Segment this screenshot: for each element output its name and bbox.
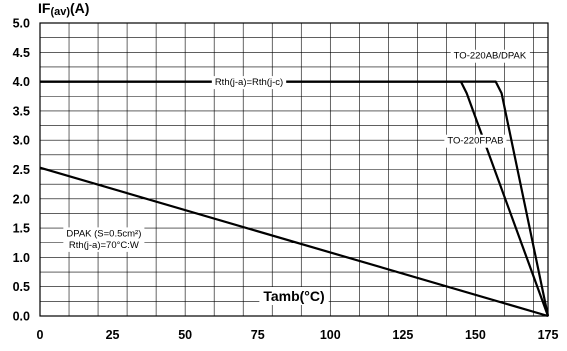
- annotation: TO-220FPAB: [444, 134, 507, 148]
- y-axis-label: IF(av)(A): [38, 0, 89, 18]
- y-tick-label: 3.5: [13, 104, 30, 118]
- x-tick-label: 150: [465, 328, 486, 342]
- y-tick-label: 3.0: [13, 134, 30, 148]
- y-tick-label: 0.0: [13, 310, 30, 324]
- x-tick-label: 0: [37, 328, 44, 342]
- x-tick-label: 75: [251, 328, 265, 342]
- annotation-background: [444, 134, 507, 148]
- y-tick-label: 2.5: [13, 163, 30, 177]
- series-line: [39, 166, 549, 318]
- annotation-background: [211, 76, 287, 90]
- y-tick-label: 5.0: [13, 17, 30, 31]
- annotation-text: Rth(j-a)=Rth(j-c): [215, 77, 283, 88]
- y-tick-label: 1.5: [13, 222, 30, 236]
- annotation: DPAK (S=0.5cm²)Rth(j-a)=70°C:W: [63, 227, 145, 252]
- x-tick-label: 100: [320, 328, 341, 342]
- y-tick-label: 4.0: [13, 75, 30, 89]
- x-tick-label: 25: [106, 328, 120, 342]
- y-tick-label: 4.5: [13, 46, 30, 60]
- annotation-text: Rth(j-a)=70°C:W: [69, 240, 139, 251]
- y-tick-label: 0.5: [13, 280, 30, 294]
- annotation-background: [450, 49, 530, 63]
- annotation-text: DPAK (S=0.5cm²): [66, 228, 141, 239]
- x-axis-label: Tamb(°C): [263, 288, 324, 304]
- x-tick-label: 125: [392, 328, 413, 342]
- annotation: TO-220AB/DPAK: [450, 49, 530, 63]
- annotation: Rth(j-a)=Rth(j-c): [211, 76, 287, 90]
- x-tick-label: 50: [178, 328, 192, 342]
- annotation-text: TO-220AB/DPAK: [454, 51, 527, 62]
- y-axis-label-main: IF: [38, 0, 51, 16]
- y-tick-label: 1.0: [13, 251, 30, 265]
- y-axis-label-sub: (av): [50, 6, 70, 18]
- x-axis-label-group: Tamb(°C): [259, 287, 329, 305]
- annotations: Rth(j-a)=Rth(j-c) TO-220AB/DPAK TO-220FPAB…: [63, 49, 530, 252]
- tick-labels: 0 25 50 75 100 125 150 175 0.0 0.5 1.0 1.5 2.0 2.5 3.0…: [13, 17, 559, 343]
- y-tick-label: 2.0: [13, 192, 30, 206]
- grid: [39, 22, 549, 317]
- annotation-background: [63, 227, 145, 252]
- x-axis-label-background: [259, 287, 329, 305]
- y-axis-label-unit: (A): [70, 0, 89, 16]
- x-tick-label: 175: [538, 328, 559, 342]
- annotation-text: TO-220FPAB: [447, 136, 503, 147]
